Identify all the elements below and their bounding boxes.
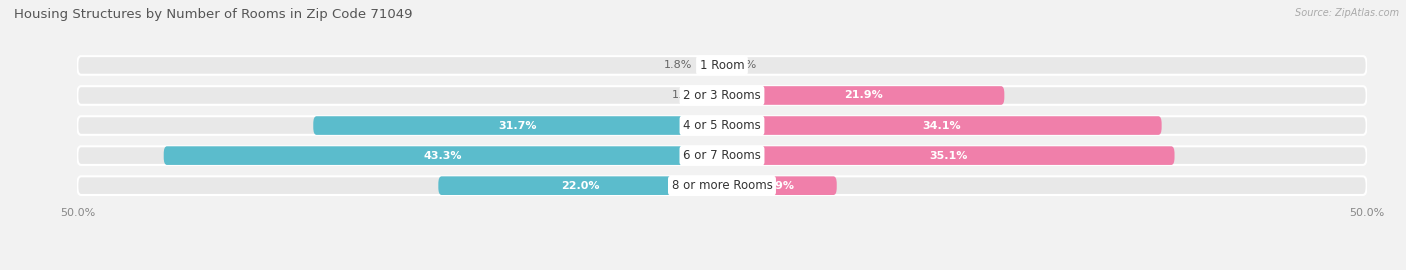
FancyBboxPatch shape <box>77 176 1367 195</box>
FancyBboxPatch shape <box>699 56 723 75</box>
FancyBboxPatch shape <box>163 146 723 165</box>
FancyBboxPatch shape <box>723 176 837 195</box>
Text: 1 Room: 1 Room <box>700 59 744 72</box>
Text: 43.3%: 43.3% <box>423 151 463 161</box>
Text: 2 or 3 Rooms: 2 or 3 Rooms <box>683 89 761 102</box>
Text: 1.2%: 1.2% <box>672 90 700 100</box>
Text: 0.0%: 0.0% <box>728 60 756 70</box>
FancyBboxPatch shape <box>77 56 1367 75</box>
FancyBboxPatch shape <box>723 116 1161 135</box>
Text: 8.9%: 8.9% <box>763 181 794 191</box>
FancyBboxPatch shape <box>77 146 1367 165</box>
FancyBboxPatch shape <box>439 176 723 195</box>
Text: 35.1%: 35.1% <box>929 151 967 161</box>
FancyBboxPatch shape <box>77 86 1367 105</box>
Text: 1.8%: 1.8% <box>664 60 692 70</box>
Text: 6 or 7 Rooms: 6 or 7 Rooms <box>683 149 761 162</box>
Text: 31.7%: 31.7% <box>498 120 537 131</box>
Text: 34.1%: 34.1% <box>922 120 962 131</box>
Text: Source: ZipAtlas.com: Source: ZipAtlas.com <box>1295 8 1399 18</box>
Text: 4 or 5 Rooms: 4 or 5 Rooms <box>683 119 761 132</box>
FancyBboxPatch shape <box>723 146 1174 165</box>
Text: 21.9%: 21.9% <box>844 90 883 100</box>
FancyBboxPatch shape <box>314 116 723 135</box>
FancyBboxPatch shape <box>723 86 1004 105</box>
Text: 22.0%: 22.0% <box>561 181 599 191</box>
Text: Housing Structures by Number of Rooms in Zip Code 71049: Housing Structures by Number of Rooms in… <box>14 8 412 21</box>
FancyBboxPatch shape <box>77 116 1367 135</box>
Text: 8 or more Rooms: 8 or more Rooms <box>672 179 772 192</box>
FancyBboxPatch shape <box>706 86 723 105</box>
